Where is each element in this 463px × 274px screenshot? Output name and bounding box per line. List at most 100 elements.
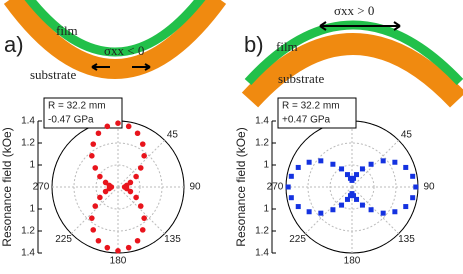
grid-spoke xyxy=(117,186,166,235)
point xyxy=(403,204,409,210)
angle-label: 90 xyxy=(189,182,201,193)
substrate-label: substrate xyxy=(30,67,76,82)
point xyxy=(95,237,102,244)
point xyxy=(97,194,103,201)
y-tick-label: 1.2 xyxy=(21,138,35,149)
point xyxy=(295,164,301,170)
point xyxy=(137,165,144,171)
point xyxy=(139,141,146,147)
angle-label: 45 xyxy=(401,129,413,140)
y-tick-label: 1.2 xyxy=(21,226,35,237)
point xyxy=(392,159,398,165)
grid-spoke xyxy=(351,139,400,188)
point xyxy=(410,173,416,179)
stress-arrows xyxy=(319,21,401,31)
point xyxy=(90,227,97,233)
angle-label: 135 xyxy=(398,234,415,245)
point xyxy=(104,244,111,251)
point xyxy=(410,195,416,201)
point xyxy=(295,204,301,210)
point xyxy=(90,141,97,147)
point xyxy=(368,161,374,167)
point xyxy=(123,185,130,192)
point xyxy=(106,182,113,189)
y-axis-title: Resonance field (kOe) xyxy=(0,127,14,246)
point xyxy=(115,248,121,254)
y-tick-label: 1 xyxy=(263,160,269,171)
film-layer xyxy=(24,0,206,57)
panel-label: a) xyxy=(4,32,24,57)
point xyxy=(330,161,336,167)
point xyxy=(288,173,294,179)
y-tick-label: 1 xyxy=(263,204,269,215)
point xyxy=(359,202,365,208)
y-tick-label: 1.4 xyxy=(21,116,35,127)
point xyxy=(102,188,109,195)
grid-spoke xyxy=(70,186,119,235)
point xyxy=(92,203,99,209)
point xyxy=(354,172,360,178)
annotation: R = 32.2 mm xyxy=(282,101,340,112)
point xyxy=(141,153,147,159)
point xyxy=(347,193,353,199)
annotation-box xyxy=(277,97,357,129)
point xyxy=(97,173,103,180)
angle-label: 135 xyxy=(164,234,181,245)
angle-label: 225 xyxy=(289,234,306,245)
point xyxy=(133,194,139,201)
grid-spoke xyxy=(117,139,166,188)
point xyxy=(102,179,109,186)
y-tick-label: 1.4 xyxy=(255,116,269,127)
point xyxy=(104,123,111,130)
stress-arrows xyxy=(91,63,151,71)
point xyxy=(127,179,134,186)
film-label: film xyxy=(276,39,298,54)
point xyxy=(330,207,336,213)
substrate-layer xyxy=(3,0,227,79)
angle-label: 45 xyxy=(167,129,179,140)
y-tick-label: 1 xyxy=(29,160,35,171)
point xyxy=(359,166,365,172)
point xyxy=(318,158,324,164)
point xyxy=(92,165,99,171)
annotation: -0.47 GPa xyxy=(48,115,94,126)
y-axis-title: Resonance field (kOe) xyxy=(234,127,248,246)
point xyxy=(89,153,95,159)
point xyxy=(115,120,121,126)
point xyxy=(137,203,144,209)
point xyxy=(344,172,350,178)
point xyxy=(134,130,141,137)
point xyxy=(403,164,409,170)
point xyxy=(285,184,291,190)
substrate-layer xyxy=(241,33,463,108)
y-tick-label: 1.2 xyxy=(255,226,269,237)
point xyxy=(288,195,294,201)
point xyxy=(351,175,357,181)
panel-label: b) xyxy=(244,32,264,57)
point xyxy=(95,130,102,137)
point xyxy=(380,210,386,216)
film-label: film xyxy=(56,23,78,38)
annotation: +0.47 GPa xyxy=(282,115,331,126)
point xyxy=(125,244,132,251)
point xyxy=(344,196,350,202)
point xyxy=(392,209,398,215)
angle-label: 270 xyxy=(33,182,50,193)
point xyxy=(134,237,141,244)
point xyxy=(347,175,353,181)
substrate-label: substrate xyxy=(278,71,324,86)
point xyxy=(380,158,386,164)
angle-label: 90 xyxy=(423,182,435,193)
angle-label: 180 xyxy=(344,256,361,267)
point xyxy=(89,215,95,221)
angle-label: 180 xyxy=(110,256,127,267)
point xyxy=(139,227,146,233)
point xyxy=(127,188,134,195)
y-tick-label: 1.4 xyxy=(21,248,35,259)
point xyxy=(368,207,374,213)
y-tick-label: 1.4 xyxy=(255,248,269,259)
grid-spoke xyxy=(304,186,353,235)
point xyxy=(339,166,345,172)
stress-label: σxx > 0 xyxy=(334,3,374,18)
